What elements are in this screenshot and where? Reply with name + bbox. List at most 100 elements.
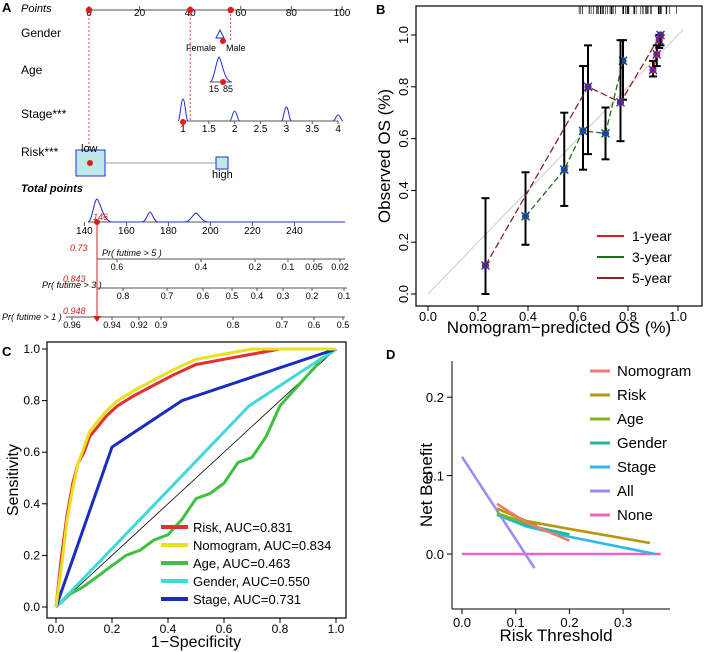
pr-tick-label: 0.7 — [276, 320, 289, 330]
pr-tick-label: 0.6 — [197, 291, 210, 301]
panel-b-label: B — [376, 2, 385, 17]
pointer-dot — [86, 7, 92, 13]
pr3-ticks: 0.8 0.7 0.6 0.5 0.4 0.3 0.2 0.1 — [117, 288, 351, 301]
pr-tick-label: 0.3 — [277, 291, 290, 301]
pr5-ticks: 0.6 0.4 0.2 0.1 0.05 0.02 — [111, 259, 349, 272]
roc-xtick-label: 1.0 — [328, 622, 345, 636]
panel-b-calibration: B 0.0 0.2 0.4 0.6 0.8 1.0 0.0 0.2 0.4 0.6 0.8 1.0 N… — [352, 0, 709, 340]
roc-legend: Risk, AUC=0.831 Nomogram, AUC=0.834 Age, A… — [161, 520, 331, 607]
panel-a-nomogram: A Points 0 20 40 60 80 100 Gender Female Male… — [0, 0, 352, 335]
dca-xtick-label: 0.0 — [453, 615, 471, 630]
calib-legend-label: 3-year — [632, 249, 672, 265]
pr-tick-label: 0.1 — [338, 291, 351, 301]
gender-level-male: Male — [226, 43, 246, 53]
dca-ylabel: Net Benefit — [417, 443, 436, 527]
pr5-label: Pr( futime > 5 ) — [102, 248, 162, 258]
dca-ytick-label: 0.2 — [426, 390, 444, 405]
points-tick-label: 80 — [286, 8, 298, 19]
gender-label: Gender — [21, 26, 61, 40]
roc-ytick-label: 0.0 — [23, 600, 40, 614]
pointer-dot — [227, 7, 233, 13]
pr-tick-label: 0.02 — [331, 262, 349, 272]
age-density — [210, 57, 232, 82]
panel-d-dca: D 0.0 0.1 0.2 0.3 0.0 0.1 0.2 Risk Threshold N… — [352, 335, 709, 652]
calib-ylabel: Observed OS (%) — [375, 89, 394, 223]
roc-ytick-label: 0.8 — [23, 394, 40, 408]
calib-line-3-year — [526, 61, 624, 216]
roc-xtick-label: 0.2 — [104, 622, 121, 636]
gender-density — [216, 30, 224, 38]
roc-xtick-label: 0.0 — [48, 622, 65, 636]
calib-ytick-label: 0.0 — [396, 285, 411, 303]
risk-level-high: high — [212, 169, 233, 181]
calib-legend: 1-year3-year5-year — [597, 228, 672, 286]
pr3-label: Pr( futime > 3 ) — [42, 280, 102, 290]
total-tick-label: 140 — [76, 226, 93, 237]
pr-tick-label: 0.2 — [249, 262, 262, 272]
roc-legend-label: Stage, AUC=0.731 — [193, 592, 301, 607]
pr-tick-label: 0.96 — [63, 320, 81, 330]
total-tick-label: 200 — [202, 226, 219, 237]
roc-ytick-label: 0.2 — [23, 548, 40, 562]
stage-tick-label: 1 — [180, 124, 186, 135]
total-tick-label: 180 — [160, 226, 177, 237]
roc-xtick-label: 0.8 — [272, 622, 289, 636]
risk-marker — [87, 160, 93, 166]
risk-label: Risk*** — [21, 145, 59, 159]
dca-legend: NomogramRiskAgeGenderStageAllNone — [590, 363, 691, 524]
roc-ytick-label: 0.4 — [23, 497, 40, 511]
pr-tick-label: 0.5 — [337, 320, 350, 330]
calib-ytick-label: 0.8 — [396, 78, 411, 96]
points-label: Points — [21, 3, 52, 15]
roc-legend-label: Gender, AUC=0.550 — [193, 574, 310, 589]
calib-ytick-label: 0.4 — [396, 181, 411, 199]
panel-a-label: A — [2, 0, 12, 15]
stage-ticks: 1 1.5 2 2.5 3 3.5 4 — [180, 121, 341, 135]
gender-level-female: Female — [186, 43, 216, 53]
pr-tick-label: 0.6 — [308, 320, 321, 330]
roc-ytick-label: 1.0 — [23, 342, 40, 356]
age-label: Age — [21, 63, 43, 77]
points-tick-label: 100 — [334, 8, 351, 19]
calib-ytick-label: 1.0 — [396, 26, 411, 44]
roc-ylabel: Sensitivity — [5, 444, 22, 516]
dca-ytick-label: 0.0 — [426, 547, 444, 562]
gender-marker — [220, 38, 226, 44]
stage-tick-label: 2 — [232, 124, 238, 135]
pr-tick-label: 0.8 — [117, 291, 130, 301]
dca-legend-label: Stage — [617, 459, 656, 476]
stage-density-bump — [281, 107, 291, 121]
stage-tick-label: 4 — [335, 124, 341, 135]
pr-arrow — [93, 316, 101, 322]
dca-legend-label: All — [617, 483, 634, 500]
pointer-dot — [187, 7, 193, 13]
stage-density-bump — [178, 99, 188, 121]
roc-legend-label: Risk, AUC=0.831 — [193, 520, 292, 535]
calib-xtick-label: 0.0 — [419, 309, 437, 324]
dca-xlabel: Risk Threshold — [499, 626, 612, 645]
dca-xtick-label: 0.3 — [614, 615, 632, 630]
stage-tick-label: 2.5 — [254, 124, 268, 135]
age-tick-85: 85 — [223, 84, 233, 94]
dca-legend-label: Nomogram — [617, 363, 691, 380]
pr1-ticks: 0.96 0.94 0.92 0.9 0.8 0.7 0.6 0.5 — [63, 317, 349, 330]
pr5-marked-value: 0.73 — [70, 243, 88, 253]
risk-high-box — [216, 157, 228, 169]
stage-density-bump — [333, 115, 343, 121]
total-tick-label: 220 — [244, 226, 261, 237]
panel-c-label: C — [2, 344, 12, 359]
roc-ytick-label: 0.6 — [23, 445, 40, 459]
dca-legend-label: Risk — [617, 387, 647, 404]
stage-tick-label: 3 — [284, 124, 290, 135]
total-tick-label: 160 — [118, 226, 135, 237]
points-tick-label: 60 — [235, 8, 247, 19]
roc-legend-label: Age, AUC=0.463 — [193, 556, 290, 571]
roc-xlabel: 1−Specificity — [151, 634, 241, 651]
pr-tick-label: 0.92 — [130, 320, 148, 330]
age-tick-15: 15 — [209, 84, 219, 94]
points-tick-label: 20 — [134, 8, 146, 19]
total-marked-value: 146 — [93, 212, 108, 222]
stage-density — [178, 99, 343, 121]
pr-tick-label: 0.8 — [227, 320, 240, 330]
dca-legend-label: Age — [617, 411, 644, 428]
